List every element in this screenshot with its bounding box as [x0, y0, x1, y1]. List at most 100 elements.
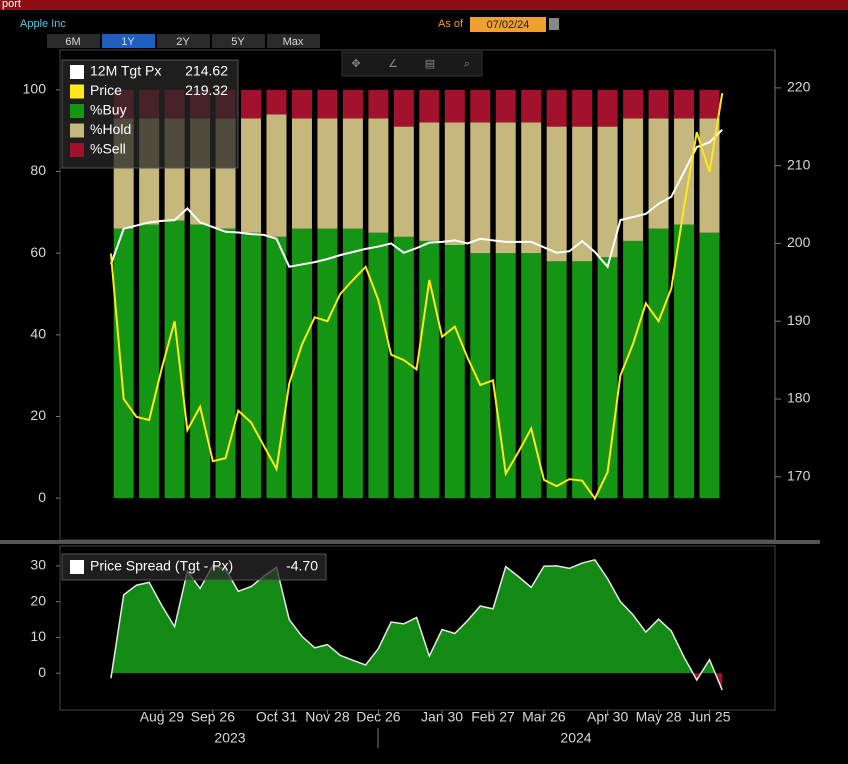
bar-segment	[648, 89, 669, 119]
bar-segment	[241, 89, 262, 119]
calendar-icon[interactable]	[549, 18, 559, 30]
bar-segment	[342, 118, 363, 229]
toolbar-bg	[341, 51, 483, 77]
draw-tool[interactable]: ∠	[388, 58, 398, 70]
y-tick-label: 0	[38, 664, 46, 680]
bar-segment	[470, 89, 491, 123]
y-tick-label: 0	[38, 489, 46, 505]
bar-segment	[368, 118, 389, 233]
legend-label: %Buy	[90, 102, 127, 118]
legend-value: 219.32	[185, 82, 228, 98]
bar-segment	[495, 89, 516, 123]
bar-segment	[648, 228, 669, 499]
divider[interactable]	[0, 540, 820, 544]
bar-segment	[597, 89, 618, 127]
y2-tick-label: 190	[787, 312, 811, 328]
x-tick-label: Mar 26	[522, 709, 566, 725]
range-label[interactable]: 1Y	[121, 36, 135, 48]
legend-value: -4.70	[286, 558, 318, 574]
as-of-label: As of	[438, 18, 464, 30]
y2-tick-label: 220	[787, 79, 811, 95]
range-button[interactable]	[102, 34, 155, 48]
range-label[interactable]: 2Y	[176, 36, 190, 48]
range-button[interactable]	[267, 34, 320, 48]
bar-segment	[572, 261, 593, 499]
bar-segment	[419, 122, 440, 241]
legend-swatch	[70, 104, 84, 118]
legend-swatch	[70, 560, 84, 574]
x-tick-label: Jan 30	[421, 709, 463, 725]
legend-bg	[61, 553, 327, 581]
year-label: 2024	[560, 730, 591, 746]
bar-segment	[317, 89, 338, 119]
bar-segment	[597, 126, 618, 258]
range-button[interactable]	[212, 34, 265, 48]
bar-segment	[291, 228, 312, 499]
top-chart: 0 20 40 60 80 100 170 180 190 200 210 220 12M Tgt Px…	[23, 59, 811, 505]
bar-segment	[521, 89, 542, 123]
bar-segment	[368, 89, 389, 119]
legend-swatch	[70, 143, 84, 157]
security-name: Apple Inc	[20, 18, 66, 30]
bar-segment	[521, 122, 542, 254]
bar-segment	[113, 228, 134, 499]
area-positive	[111, 559, 716, 674]
bar-segment	[623, 240, 644, 499]
y2-tick-label: 170	[787, 467, 811, 483]
bar-segment	[546, 261, 567, 499]
x-tick-label: May 28	[636, 709, 682, 725]
range-button[interactable]	[157, 34, 210, 48]
bar-segment	[215, 228, 236, 499]
date-field[interactable]	[470, 17, 546, 32]
range-label[interactable]: Max	[283, 36, 304, 48]
zoom-tool[interactable]: ⌕	[464, 58, 470, 70]
bar-segment	[648, 118, 669, 229]
bar-segment	[495, 122, 516, 254]
y-tick-label: 20	[30, 592, 46, 608]
tab-title: port	[2, 0, 21, 10]
bar-segment	[241, 232, 262, 499]
bar-segment	[521, 253, 542, 499]
as-of-date[interactable]: 07/02/24	[487, 19, 530, 31]
legend-label: %Hold	[90, 121, 131, 137]
x-tick-label: Oct 31	[256, 709, 297, 725]
bar-segment	[342, 228, 363, 499]
legend-bg	[61, 59, 239, 169]
save-tool[interactable]: ▤	[425, 58, 435, 70]
y2-tick-label: 180	[787, 390, 811, 406]
bar-segment	[444, 122, 465, 245]
range-label[interactable]: 6M	[65, 36, 80, 48]
y-tick-label: 30	[30, 557, 46, 573]
line-series	[109, 93, 724, 501]
bar-segment	[444, 89, 465, 123]
bar-segment	[393, 89, 414, 127]
move-tool[interactable]: ✥	[351, 58, 360, 70]
y-tick-label: 80	[30, 162, 46, 178]
legend-value: 214.62	[185, 63, 228, 79]
bar-segment	[190, 224, 211, 499]
bar-segment	[266, 114, 287, 237]
legend-label: Price	[90, 82, 122, 98]
bar-segment	[164, 220, 185, 499]
bar-segment	[470, 122, 491, 254]
bar-segment	[444, 245, 465, 499]
y2-tick-label: 200	[787, 234, 811, 250]
legend-swatch	[70, 123, 84, 138]
year-label: 2023	[214, 730, 245, 746]
bar-segment	[368, 232, 389, 499]
bar-segment	[419, 89, 440, 123]
x-tick-label: Sep 26	[191, 709, 236, 725]
legend-label: %Sell	[90, 141, 126, 157]
x-tick-label: Dec 26	[356, 709, 401, 725]
legend-label: Price Spread (Tgt - Px)	[90, 558, 233, 574]
bar-segment	[470, 253, 491, 499]
range-button[interactable]	[47, 34, 100, 48]
bar-segment	[572, 89, 593, 127]
y-tick-label: 20	[30, 407, 46, 423]
toolbar: ✥ ∠ ▤ ⌕	[341, 51, 483, 77]
range-label[interactable]: 5Y	[231, 36, 245, 48]
bar-segment	[572, 126, 593, 262]
x-tick-label: Apr 30	[587, 709, 628, 725]
bar-segment	[546, 89, 567, 127]
bar-segment	[317, 118, 338, 229]
